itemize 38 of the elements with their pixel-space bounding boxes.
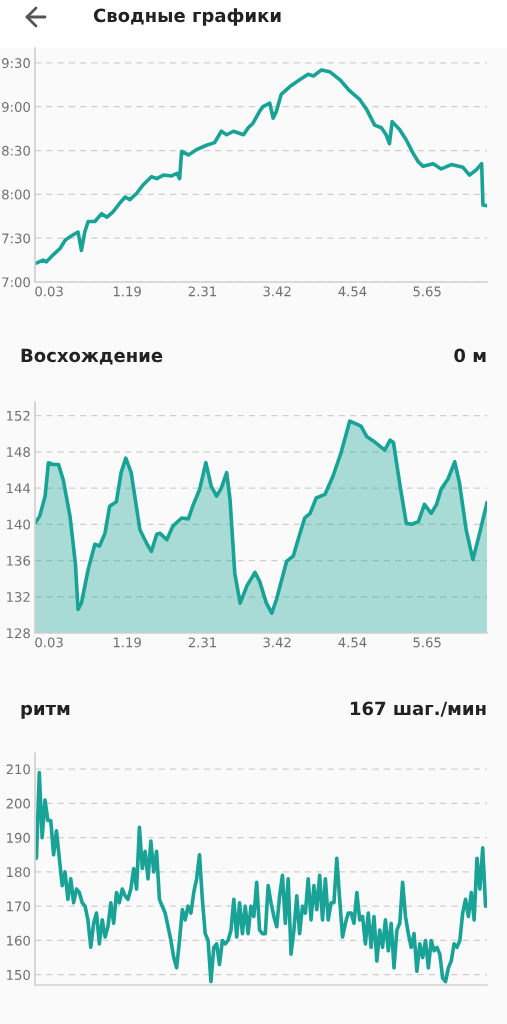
y-tick-label: 9:30 [2, 58, 30, 69]
x-tick-label: 2.31 [188, 637, 216, 648]
y-tick-label: 128 [7, 628, 30, 639]
chart-subtitle: 0 м [454, 348, 486, 363]
chart-title: ритм [21, 704, 70, 719]
x-tick-label: 4.54 [338, 637, 367, 648]
y-tick-label: 170 [7, 901, 30, 912]
chart-title: Сводные графики [93, 8, 281, 26]
y-tick-label: 190 [7, 832, 30, 843]
y-tick-label: 148 [7, 447, 30, 458]
x-tick-label: 2.31 [188, 286, 216, 297]
y-tick-label: 7:00 [2, 277, 30, 288]
chart-title: Восхождение [21, 348, 163, 365]
x-tick-label: 0.03 [35, 637, 63, 648]
x-tick-label: 5.65 [413, 637, 441, 648]
x-tick-label: 4.54 [338, 286, 367, 297]
y-tick-label: 136 [7, 555, 30, 566]
y-tick-label: 144 [7, 483, 31, 494]
x-tick-label: 3.42 [263, 637, 291, 648]
x-tick-label: 1.19 [113, 637, 141, 648]
line-series [35, 68, 487, 266]
y-tick-label: 7:30 [2, 233, 30, 244]
x-tick-label: 1.19 [113, 286, 141, 297]
y-tick-label: 8:30 [2, 145, 30, 156]
chart-subtitle: 167 шаг./мин [350, 701, 486, 717]
y-tick-label: 180 [7, 867, 30, 878]
y-tick-label: 132 [7, 591, 30, 602]
y-tick-label: 140 [7, 519, 30, 530]
y-tick-label: 9:00 [2, 101, 30, 112]
y-tick-label: 200 [6, 798, 30, 809]
x-tick-label: 5.65 [413, 286, 441, 297]
x-tick-label: 3.42 [263, 286, 291, 297]
y-tick-label: 8:00 [2, 189, 30, 200]
y-tick-label: 210 [6, 764, 30, 775]
x-tick-label: 0.03 [35, 286, 63, 297]
y-tick-label: 152 [7, 410, 30, 421]
y-tick-label: 150 [7, 969, 30, 980]
y-tick-label: 160 [7, 935, 30, 946]
